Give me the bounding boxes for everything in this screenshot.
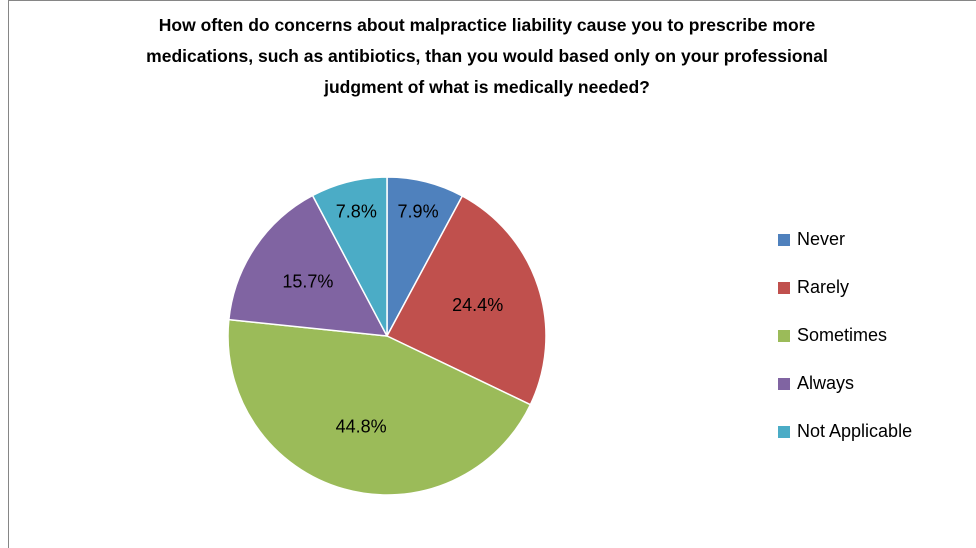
legend-label: Always <box>797 373 854 393</box>
legend-swatch <box>778 426 790 438</box>
legend-swatch <box>778 378 790 390</box>
legend-label: Never <box>797 229 845 249</box>
data-label: 7.8% <box>336 201 377 221</box>
legend-swatch <box>778 330 790 342</box>
legend-swatch <box>778 234 790 246</box>
pie-slice <box>311 176 388 337</box>
data-label: 24.4% <box>452 295 503 315</box>
data-label: 15.7% <box>282 271 333 291</box>
pie-slice <box>385 194 547 406</box>
chart-border <box>8 0 976 548</box>
pie-slice <box>227 318 532 496</box>
legend-label: Not Applicable <box>797 421 912 441</box>
data-label: 7.9% <box>398 201 439 221</box>
legend-label: Sometimes <box>797 325 887 345</box>
pie-slice <box>228 194 389 337</box>
legend-swatch <box>778 282 790 294</box>
legend-label: Rarely <box>797 277 849 297</box>
data-label: 44.8% <box>336 417 387 437</box>
chart-title: How often do concerns about malpractice … <box>146 15 828 97</box>
